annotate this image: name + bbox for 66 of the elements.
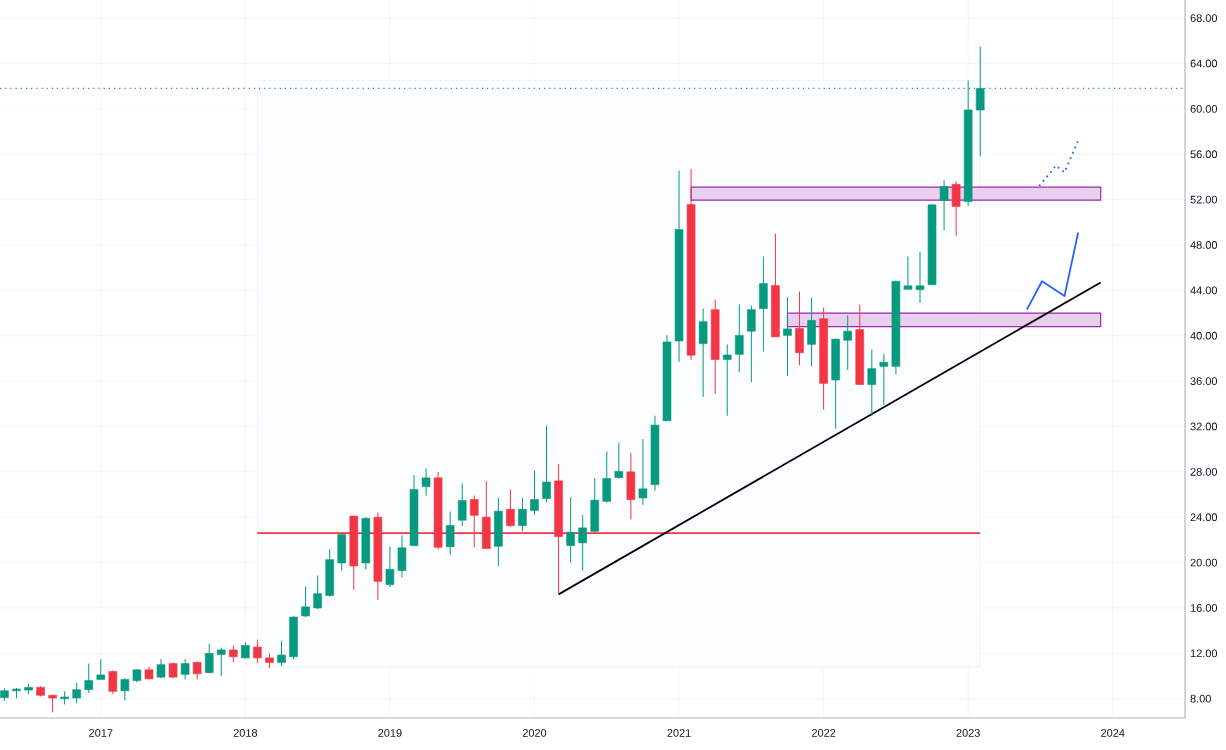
y-tick-label: 32.00 [1190,422,1218,431]
candlestick [216,647,226,677]
candlestick [253,639,262,664]
y-tick-label: 24.00 [1190,513,1218,522]
x-tick-label: 2022 [811,729,836,737]
candlestick [915,251,925,304]
y-tick-label: 16.00 [1190,604,1218,612]
x-tick-label: 2020 [522,729,547,737]
x-tick-label: 2024 [1101,729,1125,737]
candlestick [747,304,756,383]
candlestick [566,496,575,564]
y-tick-label: 40.00 [1190,331,1218,340]
y-tick-label: 12.00 [1190,649,1218,658]
x-tick-label: 2019 [378,729,402,737]
candlestick [192,660,202,680]
line-series [1038,139,1080,187]
candlestick [120,677,130,701]
candlestick [698,308,708,398]
candlestick [530,470,539,516]
candlestick [204,643,214,674]
x-tick-label: 2021 [667,729,691,737]
candlestick [735,303,744,373]
candlestick [457,483,467,527]
y-tick-label: 68.00 [1190,14,1218,22]
candlestick [939,179,949,231]
candlestick [807,297,816,367]
candlestick [638,438,648,506]
candlestick [84,663,94,694]
y-tick-label: 64.00 [1190,59,1218,68]
candlestick [614,441,624,480]
x-tick-label: 2018 [233,729,258,737]
candlestick [301,585,310,618]
candlestick [385,546,395,588]
candlestick [867,348,877,417]
y-tick-label: 56.00 [1190,150,1218,159]
candlestick [722,343,732,417]
candlestick [518,497,527,532]
candlestick [108,669,118,695]
candlestick [506,489,515,528]
y-tick-label: 48.00 [1190,241,1218,249]
candlestick [951,180,961,237]
candlestick [313,575,322,610]
x-tick-label: 2017 [89,729,113,737]
candlestick [421,467,431,497]
candlestick [277,640,286,667]
y-tick-label: 44.00 [1190,286,1218,295]
y-tick-label: 36.00 [1190,377,1218,385]
y-tick-label: 28.00 [1190,467,1218,476]
y-tick-label: 8.00 [1190,694,1211,703]
candlestick [578,514,587,572]
candlestick [445,511,455,556]
candlestick [96,658,106,680]
candlestick [783,296,792,377]
y-tick-label: 52.00 [1190,195,1218,204]
candlestick [542,424,551,503]
y-tick-label: 20.00 [1190,558,1218,567]
candlestick [397,534,407,578]
candlestick [72,682,81,704]
candlestick [180,658,190,680]
candlestick [879,353,889,406]
candlestick [843,314,852,371]
candlestick [602,450,612,503]
candlestick [903,255,913,291]
line-series [1025,231,1080,311]
x-tick-label: 2023 [956,729,980,737]
y-tick-label: 60.00 [1190,104,1218,113]
